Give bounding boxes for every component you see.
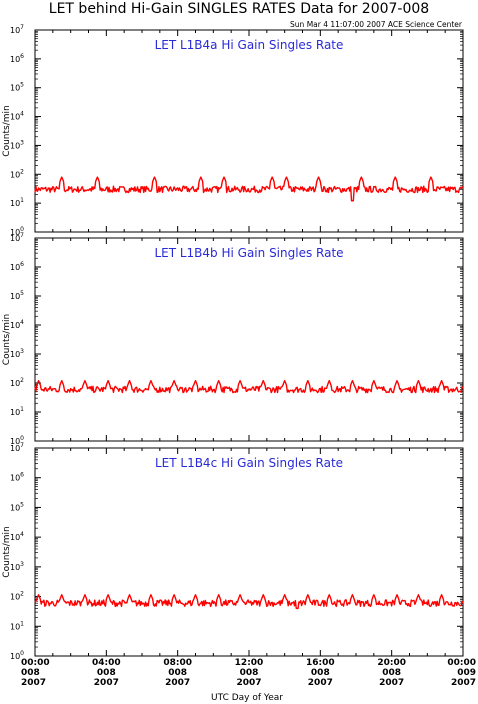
- y-tick-label: 103: [10, 139, 24, 150]
- y-tick-label: 105: [10, 290, 24, 301]
- y-tick-exponent: 5: [20, 82, 24, 89]
- y-tick-exponent: 2: [20, 377, 24, 384]
- y-tick-label: 106: [10, 53, 24, 64]
- y-tick-label: 103: [10, 348, 24, 359]
- y-tick-exponent: 6: [20, 261, 24, 268]
- y-tick-exponent: 1: [20, 406, 24, 413]
- x-tick-label-doy: 008: [311, 668, 330, 678]
- y-tick-label: 104: [10, 111, 24, 122]
- y-tick-label: 107: [10, 232, 24, 243]
- panel-title: LET L1B4b Hi Gain Singles Rate: [154, 246, 343, 260]
- plot-frame: [34, 447, 464, 657]
- x-tick-label-time: 16:00: [306, 658, 335, 668]
- series-line: [34, 176, 464, 202]
- x-tick-label-year: 2007: [308, 678, 333, 688]
- series-line: [34, 594, 464, 610]
- y-tick-label: 105: [10, 82, 24, 93]
- figure-title: LET behind Hi-Gain SINGLES RATES Data fo…: [49, 1, 429, 17]
- y-tick-exponent: 3: [20, 139, 24, 146]
- series-line: [34, 380, 464, 394]
- x-tick-label-doy: 009: [457, 668, 476, 678]
- x-axis-label: UTC Day of Year: [211, 693, 283, 703]
- y-tick-exponent: 5: [20, 290, 24, 297]
- y-tick-label: 100: [10, 226, 24, 237]
- x-tick-label-year: 2007: [165, 678, 190, 688]
- x-tick-label-doy: 008: [168, 668, 187, 678]
- x-tick-label-year: 2007: [451, 678, 476, 688]
- x-tick-label-time: 04:00: [92, 658, 121, 668]
- y-tick-label: 102: [10, 168, 24, 179]
- y-tick-label: 100: [10, 435, 24, 446]
- x-tick-label-time: 00:00: [21, 658, 50, 668]
- x-tick-label-time: 08:00: [163, 658, 192, 668]
- y-axis-label: Counts/min: [2, 314, 12, 365]
- y-tick-label: 103: [10, 561, 24, 572]
- y-tick-exponent: 2: [20, 168, 24, 175]
- y-tick-exponent: 4: [20, 531, 24, 538]
- y-tick-exponent: 1: [20, 620, 24, 627]
- y-tick-label: 104: [10, 319, 24, 330]
- y-tick-label: 105: [10, 501, 24, 512]
- x-tick-label-doy: 008: [382, 668, 401, 678]
- panel-title: LET L1B4c Hi Gain Singles Rate: [155, 456, 343, 470]
- x-tick-label-time: 20:00: [377, 658, 406, 668]
- plot-frame: [34, 29, 464, 233]
- x-tick-label-year: 2007: [94, 678, 119, 688]
- x-tick-label-time: 12:00: [235, 658, 264, 668]
- x-tick-label-year: 2007: [236, 678, 261, 688]
- x-tick-label-doy: 008: [97, 668, 116, 678]
- y-tick-label: 104: [10, 531, 24, 542]
- y-tick-exponent: 0: [20, 435, 24, 442]
- y-tick-label: 100: [10, 650, 24, 661]
- y-tick-label: 106: [10, 472, 24, 483]
- y-tick-label: 101: [10, 197, 24, 208]
- y-tick-label: 107: [10, 24, 24, 35]
- panel-title: LET L1B4a Hi Gain Singles Rate: [155, 38, 344, 52]
- y-tick-label: 102: [10, 377, 24, 388]
- y-tick-exponent: 0: [20, 650, 24, 657]
- x-tick-label-doy: 008: [240, 668, 259, 678]
- y-tick-exponent: 5: [20, 501, 24, 508]
- y-tick-label: 107: [10, 442, 24, 453]
- y-axis-label: Counts/min: [2, 526, 12, 577]
- y-tick-exponent: 1: [20, 197, 24, 204]
- y-tick-exponent: 0: [20, 226, 24, 233]
- x-tick-label-year: 2007: [379, 678, 404, 688]
- y-tick-exponent: 6: [20, 472, 24, 479]
- y-tick-exponent: 3: [20, 348, 24, 355]
- y-tick-label: 102: [10, 591, 24, 602]
- plot-frame: [34, 237, 464, 442]
- y-tick-exponent: 7: [20, 442, 24, 449]
- y-tick-label: 101: [10, 620, 24, 631]
- x-tick-label-doy: 008: [21, 668, 40, 678]
- x-tick-label-year: 2007: [21, 678, 46, 688]
- y-tick-exponent: 7: [20, 24, 24, 31]
- y-axis-label: Counts/min: [2, 105, 12, 156]
- x-tick-label-time: 00:00: [447, 658, 476, 668]
- y-tick-exponent: 6: [20, 53, 24, 60]
- y-tick-exponent: 7: [20, 232, 24, 239]
- y-tick-label: 106: [10, 261, 24, 272]
- y-tick-exponent: 4: [20, 111, 24, 118]
- y-tick-exponent: 3: [20, 561, 24, 568]
- y-tick-label: 101: [10, 406, 24, 417]
- y-tick-exponent: 2: [20, 591, 24, 598]
- time-axis: 00:00008200704:00008200708:00008200712:0…: [21, 658, 476, 688]
- generation-timestamp: Sun Mar 4 11:07:00 2007 ACE Science Cent…: [290, 20, 463, 29]
- y-tick-exponent: 4: [20, 319, 24, 326]
